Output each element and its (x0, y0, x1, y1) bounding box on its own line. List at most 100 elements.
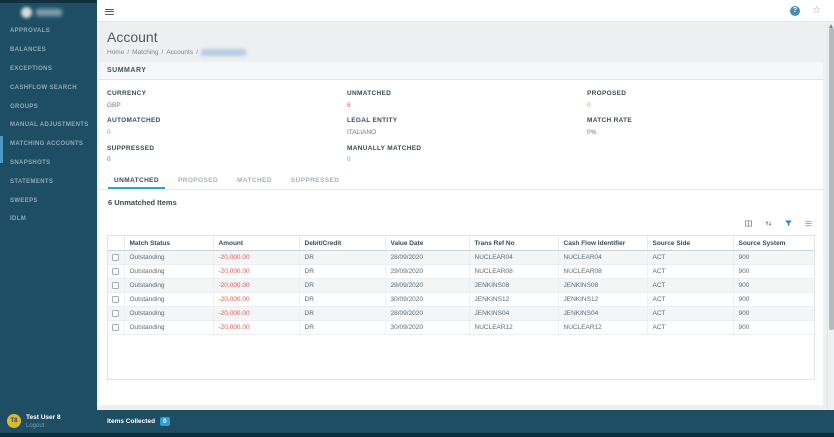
summary-field: MANUALLY MATCHED 0 (347, 141, 587, 168)
breadcrumb-link[interactable]: Accounts (166, 49, 194, 56)
column-header[interactable]: Value Date (385, 236, 470, 251)
cell-source-side: ACT (647, 250, 734, 265)
scrollbar-up-arrow-icon[interactable] (829, 24, 833, 28)
cell-amount: -20,000.00 (213, 306, 300, 321)
breadcrumb-separator: / (161, 49, 164, 56)
breadcrumb-link[interactable]: Home (107, 49, 125, 56)
row-checkbox[interactable] (112, 324, 119, 331)
star-icon[interactable]: ☆ (812, 5, 821, 16)
cell-debit-credit: DR (299, 250, 386, 265)
hamburger-icon[interactable] (105, 7, 114, 17)
tab[interactable]: MATCHED (237, 177, 272, 184)
tab[interactable]: SUPPRESSED (290, 177, 340, 184)
cell-cashflow-id: NUCLEAR08 (558, 264, 648, 279)
filter-icon[interactable] (784, 219, 793, 228)
table-row[interactable]: Outstanding -20,000.00 DR 28/09/2020 JEN… (108, 306, 814, 321)
cell-cashflow-id: JENKINS12 (558, 292, 648, 307)
sort-icon[interactable] (764, 219, 773, 228)
breadcrumb-account-id-redacted (200, 49, 246, 56)
column-header[interactable]: Trans Ref No (469, 236, 559, 251)
cell-match-status: Outstanding (124, 278, 214, 293)
table-row[interactable]: Outstanding -20,000.00 DR 29/09/2020 JEN… (108, 278, 814, 293)
list-icon[interactable] (804, 219, 813, 228)
cell-value-date: 28/09/2020 (385, 250, 470, 265)
row-checkbox[interactable] (112, 268, 119, 275)
sidebar-item[interactable]: CASHFLOW SEARCH (0, 78, 97, 97)
cell-value-date: 28/09/2020 (385, 306, 470, 321)
sidebar-item[interactable]: SNAPSHOTS (0, 154, 97, 173)
sidebar-item[interactable]: EXCEPTIONS (0, 60, 97, 79)
cell-amount: -20,000.00 (213, 320, 300, 335)
logout-link[interactable]: Logout (26, 423, 45, 429)
cell-value-date: 29/09/2020 (385, 278, 470, 293)
user-avatar[interactable]: T8 (7, 414, 21, 428)
help-icon[interactable]: ? (790, 6, 800, 16)
vertical-scrollbar[interactable] (827, 22, 834, 410)
cell-debit-credit: DR (299, 306, 386, 321)
column-header[interactable]: Source System (733, 236, 814, 251)
summary-field-value: GBP (107, 101, 121, 109)
row-checkbox[interactable] (112, 282, 119, 289)
table-row[interactable]: Outstanding -20,000.00 DR 30/09/2020 NUC… (108, 320, 814, 335)
summary-heading: SUMMARY (99, 62, 823, 80)
sidebar-item-label: EXCEPTIONS (10, 65, 53, 72)
unmatched-items-table: Match Status Amount Debit/Credit Value D… (107, 235, 815, 380)
summary-field-value: 0% (587, 128, 597, 136)
summary-field-label: PROPOSED (587, 90, 627, 97)
table-toolbar (99, 212, 823, 235)
summary-field-label: SUPPRESSED (107, 144, 155, 152)
cell-debit-credit: DR (299, 264, 386, 279)
sidebar-item[interactable]: MATCHING ACCOUNTS (0, 135, 97, 163)
sidebar-item-label: SWEEPS (10, 197, 38, 204)
tab[interactable]: UNMATCHED (108, 177, 166, 189)
cell-match-status: Outstanding (124, 306, 214, 321)
row-checkbox[interactable] (112, 310, 119, 317)
sidebar-item[interactable]: MANUAL ADJUSTMENTS (0, 116, 97, 135)
summary-field: SUPPRESSED 0 (107, 141, 347, 168)
column-header[interactable]: Amount (213, 236, 300, 251)
sidebar-item[interactable]: GROUPS (0, 97, 97, 116)
sidebar-item-label: GROUPS (10, 103, 39, 110)
breadcrumb-link[interactable]: Matching (132, 49, 159, 56)
sidebar-item-label: SNAPSHOTS (10, 159, 51, 166)
cell-trans-ref: JENKINS04 (469, 306, 559, 321)
cell-amount: -20,000.00 (213, 278, 300, 293)
cell-value-date: 29/09/2020 (385, 264, 470, 279)
tab[interactable]: PROPOSED (178, 177, 219, 184)
sidebar: APPROVALS BALANCES EXCEPTIONS CASHFLOW S… (0, 0, 97, 437)
table-row[interactable]: Outstanding -20,000.00 DR 30/09/2020 JEN… (108, 292, 814, 307)
sidebar-item-label: APPROVALS (10, 28, 51, 35)
cell-cashflow-id: NUCLEAR04 (558, 250, 648, 265)
table-row[interactable]: Outstanding -20,000.00 DR 29/09/2020 NUC… (108, 264, 814, 279)
cell-source-side: ACT (647, 320, 734, 335)
cell-cashflow-id: NUCLEAR12 (558, 320, 648, 335)
cell-match-status: Outstanding (124, 292, 214, 307)
bottom-strip (0, 433, 834, 437)
sidebar-item[interactable]: BALANCES (0, 41, 97, 60)
column-header[interactable]: Cash Flow Identifier (558, 236, 648, 251)
sidebar-item[interactable]: SWEEPS (0, 191, 97, 210)
cell-source-system: 900 (733, 292, 814, 307)
sidebar-item[interactable]: STATEMENTS (0, 172, 97, 191)
sidebar-item[interactable]: APPROVALS (0, 22, 97, 41)
column-header[interactable]: Source Side (647, 236, 734, 251)
table-row[interactable]: Outstanding -20,000.00 DR 28/09/2020 NUC… (108, 250, 814, 265)
top-toolbar: ? ☆ (97, 0, 834, 22)
cell-match-status: Outstanding (124, 264, 214, 279)
items-collected-count-badge: 0 (160, 417, 170, 426)
cell-cashflow-id: JENKINS08 (558, 278, 648, 293)
scrollbar-thumb[interactable] (829, 28, 834, 330)
cell-debit-credit: DR (299, 320, 386, 335)
cell-value-date: 30/09/2020 (385, 292, 470, 307)
cell-source-system: 900 (733, 320, 814, 335)
summary-field-label: LEGAL ENTITY (347, 117, 398, 125)
sidebar-item[interactable]: IDLM (0, 210, 97, 229)
cell-value-date: 30/09/2020 (385, 320, 470, 335)
summary-grid: CURRENCY GBP UNMATCHED 6 PROPOSED 0 (99, 80, 823, 168)
columns-icon[interactable] (744, 219, 753, 228)
row-checkbox[interactable] (112, 254, 119, 261)
summary-field-label: CURRENCY (107, 90, 147, 97)
row-checkbox[interactable] (112, 296, 119, 303)
column-header[interactable]: Debit/Credit (299, 236, 386, 251)
column-header[interactable]: Match Status (124, 236, 214, 251)
